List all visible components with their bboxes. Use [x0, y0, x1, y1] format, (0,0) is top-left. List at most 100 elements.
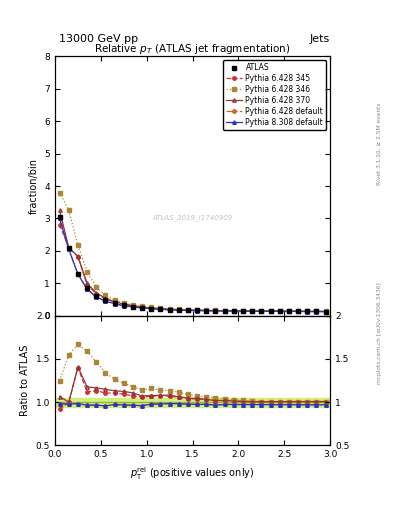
Pythia 6.428 345 — [66, 245, 71, 251]
X-axis label: $p_{\rm T}^{\rm rel}$ (positive values only): $p_{\rm T}^{\rm rel}$ (positive values o… — [130, 465, 255, 482]
Pythia 6.428 370 — [66, 245, 71, 251]
Line: ATLAS: ATLAS — [57, 215, 328, 314]
Y-axis label: fraction/bin: fraction/bin — [29, 158, 39, 214]
Pythia 6.428 370 — [305, 308, 310, 314]
Pythia 6.428 default — [250, 308, 255, 314]
Pythia 6.428 346 — [195, 307, 200, 313]
Legend: ATLAS, Pythia 6.428 345, Pythia 6.428 346, Pythia 6.428 370, Pythia 6.428 defaul: ATLAS, Pythia 6.428 345, Pythia 6.428 34… — [222, 60, 326, 130]
Pythia 6.428 345 — [259, 308, 264, 314]
Pythia 6.428 370 — [158, 306, 163, 312]
Pythia 6.428 345 — [296, 308, 300, 314]
Pythia 6.428 345 — [103, 296, 108, 302]
Pythia 6.428 default — [231, 308, 236, 314]
Pythia 8.308 default — [176, 307, 181, 313]
Text: ATLAS_2019_I1740909: ATLAS_2019_I1740909 — [152, 214, 233, 221]
Pythia 6.428 346 — [296, 308, 300, 314]
Pythia 6.428 default — [149, 306, 154, 312]
Pythia 6.428 346 — [85, 269, 90, 275]
Pythia 6.428 345 — [241, 308, 245, 314]
Pythia 6.428 345 — [250, 308, 255, 314]
Pythia 6.428 345 — [195, 307, 200, 313]
ATLAS — [231, 308, 236, 314]
Pythia 6.428 346 — [176, 306, 181, 312]
Pythia 8.308 default — [296, 308, 300, 314]
Pythia 6.428 default — [85, 286, 90, 292]
Pythia 6.428 370 — [57, 207, 62, 214]
Pythia 6.428 default — [75, 271, 80, 278]
Text: mcplots.cern.ch [arXiv:1306.3436]: mcplots.cern.ch [arXiv:1306.3436] — [377, 282, 382, 383]
Pythia 8.308 default — [130, 304, 135, 310]
Pythia 6.428 default — [213, 308, 218, 314]
Pythia 6.428 370 — [259, 308, 264, 314]
Pythia 6.428 345 — [149, 305, 154, 311]
Pythia 6.428 345 — [268, 308, 273, 314]
Pythia 6.428 346 — [121, 300, 126, 306]
ATLAS — [305, 308, 310, 314]
ATLAS — [130, 304, 135, 310]
Pythia 6.428 345 — [75, 253, 80, 260]
Pythia 6.428 370 — [231, 308, 236, 314]
ATLAS — [268, 308, 273, 314]
ATLAS — [75, 270, 80, 276]
Pythia 6.428 345 — [314, 308, 319, 314]
Pythia 6.428 370 — [121, 301, 126, 307]
ATLAS — [250, 308, 255, 314]
Pythia 8.308 default — [268, 308, 273, 314]
Pythia 6.428 345 — [185, 307, 190, 313]
Pythia 6.428 default — [259, 308, 264, 314]
Pythia 6.428 345 — [158, 306, 163, 312]
Pythia 6.428 346 — [213, 307, 218, 313]
Pythia 6.428 default — [268, 308, 273, 314]
Y-axis label: Ratio to ATLAS: Ratio to ATLAS — [20, 345, 30, 416]
ATLAS — [167, 307, 172, 313]
Pythia 6.428 default — [204, 308, 209, 314]
Pythia 6.428 345 — [286, 308, 291, 314]
ATLAS — [204, 308, 209, 314]
Pythia 6.428 default — [195, 308, 200, 314]
Pythia 8.308 default — [241, 308, 245, 314]
Pythia 6.428 default — [140, 305, 145, 311]
Pythia 6.428 default — [305, 308, 310, 314]
ATLAS — [296, 308, 300, 314]
ATLAS — [277, 308, 282, 314]
Pythia 6.428 345 — [130, 303, 135, 309]
Pythia 8.308 default — [222, 308, 227, 314]
Pythia 6.428 default — [112, 301, 117, 307]
Pythia 6.428 370 — [314, 308, 319, 314]
Pythia 6.428 346 — [241, 308, 245, 314]
Line: Pythia 6.428 default: Pythia 6.428 default — [58, 217, 327, 313]
Pythia 6.428 346 — [314, 308, 319, 314]
Pythia 8.308 default — [305, 308, 310, 314]
Pythia 6.428 370 — [222, 308, 227, 314]
Pythia 6.428 346 — [149, 305, 154, 311]
Pythia 6.428 370 — [204, 307, 209, 313]
Pythia 6.428 default — [103, 298, 108, 304]
Pythia 6.428 default — [314, 309, 319, 315]
Pythia 6.428 345 — [140, 304, 145, 310]
ATLAS — [140, 305, 145, 311]
Pythia 6.428 345 — [167, 306, 172, 312]
Pythia 6.428 346 — [250, 308, 255, 314]
Pythia 6.428 370 — [323, 308, 328, 314]
ATLAS — [85, 285, 90, 291]
Bar — [55, 398, 330, 407]
Pythia 6.428 default — [323, 309, 328, 315]
Title: Relative $p_T$ (ATLAS jet fragmentation): Relative $p_T$ (ATLAS jet fragmentation) — [94, 42, 291, 56]
ATLAS — [94, 293, 99, 300]
Pythia 6.428 346 — [268, 308, 273, 314]
ATLAS — [149, 306, 154, 312]
Text: Jets: Jets — [310, 33, 330, 44]
Pythia 6.428 345 — [213, 308, 218, 314]
Pythia 6.428 370 — [140, 304, 145, 310]
Pythia 6.428 370 — [103, 295, 108, 301]
Pythia 8.308 default — [195, 308, 200, 314]
Pythia 6.428 346 — [66, 207, 71, 214]
Pythia 6.428 370 — [286, 308, 291, 314]
Pythia 6.428 345 — [112, 299, 117, 305]
Pythia 8.308 default — [94, 294, 99, 300]
Pythia 6.428 370 — [241, 308, 245, 314]
ATLAS — [66, 245, 71, 251]
ATLAS — [121, 302, 126, 308]
Text: 13000 GeV pp: 13000 GeV pp — [59, 33, 138, 44]
Pythia 8.308 default — [250, 308, 255, 314]
